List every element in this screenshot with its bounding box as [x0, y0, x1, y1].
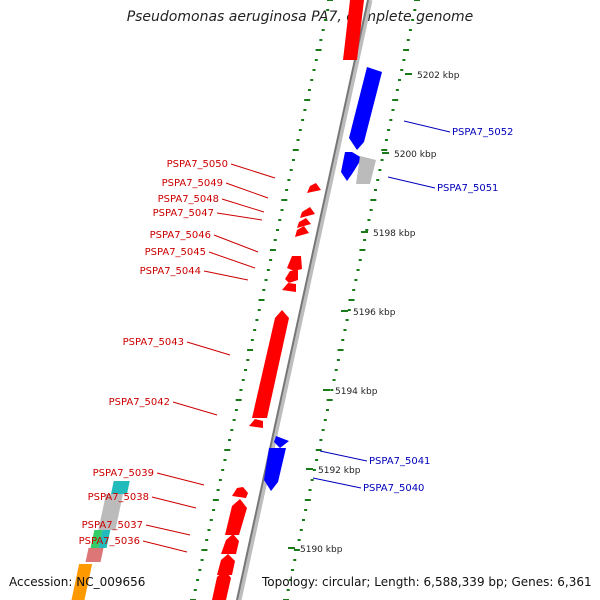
gene-label-pspa7_5049[interactable]: PSPA7_5049 [162, 178, 223, 189]
gene-pspa7-5048[interactable] [297, 218, 311, 228]
topology-label: Topology: circular; Length: 6,588,339 bp… [262, 575, 592, 589]
label-leader-line [387, 176, 436, 189]
gene-label-pspa7_5047[interactable]: PSPA7_5047 [153, 208, 214, 219]
gene-pspa7-5047[interactable] [295, 226, 309, 237]
gene-bottom-orange[interactable] [71, 564, 93, 600]
gene-pspa7-5050[interactable] [307, 183, 321, 193]
label-leader-line [230, 163, 276, 179]
label-leader-line [213, 234, 259, 253]
gene-pspa7-5037-cyan[interactable] [98, 530, 111, 548]
gene-pspa7-5037[interactable] [221, 534, 239, 554]
label-leader-line [142, 540, 188, 553]
scale-label: 5190 kbp [300, 545, 343, 555]
label-leader-line [145, 524, 191, 536]
gene-pspa7-5039[interactable] [232, 487, 248, 498]
scale-label: 5194 kbp [335, 387, 378, 397]
gene-pspa7-5039-cyan[interactable] [110, 481, 130, 494]
map-title: Pseudomonas aeruginosa PA7, complete gen… [126, 9, 474, 25]
label-leader-line [319, 450, 368, 462]
gene-pspa7-5044[interactable] [282, 283, 296, 292]
gene-label-pspa7_5041[interactable]: PSPA7_5041 [369, 456, 430, 467]
label-leader-line [312, 477, 362, 489]
label-leader-line [151, 496, 197, 509]
gene-label-pspa7_5048[interactable]: PSPA7_5048 [158, 194, 219, 205]
gene-label-pspa7_5044[interactable]: PSPA7_5044 [140, 266, 201, 277]
label-leader-line [403, 120, 451, 133]
gene-pspa7-5040[interactable] [264, 448, 286, 491]
gene-pspa7-5036-pink[interactable] [85, 548, 104, 562]
label-leader-line [172, 401, 218, 416]
genome-backbone-edge [236, 0, 369, 600]
label-leader-line [221, 198, 265, 213]
gene-label-pspa7_5052[interactable]: PSPA7_5052 [452, 127, 513, 138]
gene-label-pspa7_5039[interactable]: PSPA7_5039 [93, 468, 154, 479]
label-leader-line [186, 341, 231, 356]
label-leader-line [203, 270, 249, 281]
reverse-strand-genes [264, 67, 382, 491]
gene-pspa7-5051[interactable] [341, 152, 362, 181]
scale-label: 5192 kbp [318, 466, 361, 476]
gene-label-pspa7_5040[interactable]: PSPA7_5040 [363, 483, 424, 494]
label-leader-line [216, 212, 263, 221]
gene-label-pspa7_5050[interactable]: PSPA7_5050 [167, 159, 228, 170]
gene-pspa7-5038-gray[interactable] [98, 494, 123, 530]
gene-label-pspa7_5036[interactable]: PSPA7_5036 [79, 536, 140, 547]
gene-pspa7-5037-green[interactable] [90, 530, 103, 548]
scale-labels: 5190 kbp 5192 kbp 5194 kbp 5196 kbp 5198 kbp… [288, 71, 460, 555]
outer-tick-track [190, 0, 333, 600]
gene-label-pspa7_5042[interactable]: PSPA7_5042 [109, 397, 170, 408]
gene-pspa7-5041[interactable] [274, 436, 289, 448]
gene-pspa7-5051-gray[interactable] [356, 156, 376, 184]
gene-pspa7-5049[interactable] [300, 207, 315, 218]
gene-label-pspa7_5045[interactable]: PSPA7_5045 [145, 247, 206, 258]
gene-label-pspa7_5038[interactable]: PSPA7_5038 [88, 492, 149, 503]
gene-pspa7-5052[interactable] [349, 67, 382, 150]
misc-genes [71, 481, 130, 600]
scale-label: 5202 kbp [417, 71, 460, 81]
gene-label-pspa7_5051[interactable]: PSPA7_5051 [437, 183, 498, 194]
scale-label: 5198 kbp [373, 229, 416, 239]
gene-label-pspa7_5043[interactable]: PSPA7_5043 [123, 337, 184, 348]
scale-label: 5200 kbp [394, 150, 437, 160]
label-leader-line [156, 472, 205, 486]
forward-gene-labels: PSPA7_5050 PSPA7_5049 PSPA7_5048 PSPA7_5047… [79, 159, 276, 553]
inner-tick-track [283, 0, 420, 600]
scale-label: 5196 kbp [353, 308, 396, 318]
gene-label-pspa7_5046[interactable]: PSPA7_5046 [150, 230, 211, 241]
gene-pspa7-5046[interactable] [287, 256, 302, 271]
gene-pspa7-5043[interactable] [252, 310, 289, 418]
label-leader-line [225, 182, 269, 199]
gene-bottom-fwd[interactable] [212, 570, 231, 600]
forward-strand-genes [212, 0, 364, 600]
gene-pspa7-5038[interactable] [225, 499, 247, 535]
reverse-gene-labels: PSPA7_5052 PSPA7_5051 PSPA7_5041 PSPA7_5040 [312, 120, 513, 494]
accession-label: Accession: NC_009656 [9, 575, 146, 589]
gene-pspa7-5045[interactable] [285, 270, 298, 283]
genome-backbone [236, 0, 373, 600]
gene-pspa7-5042[interactable] [249, 419, 263, 428]
gene-label-pspa7_5037[interactable]: PSPA7_5037 [82, 520, 143, 531]
label-leader-line [208, 251, 256, 269]
gene-top-fwd[interactable] [343, 0, 364, 60]
gene-pspa7-5036[interactable] [217, 554, 235, 575]
